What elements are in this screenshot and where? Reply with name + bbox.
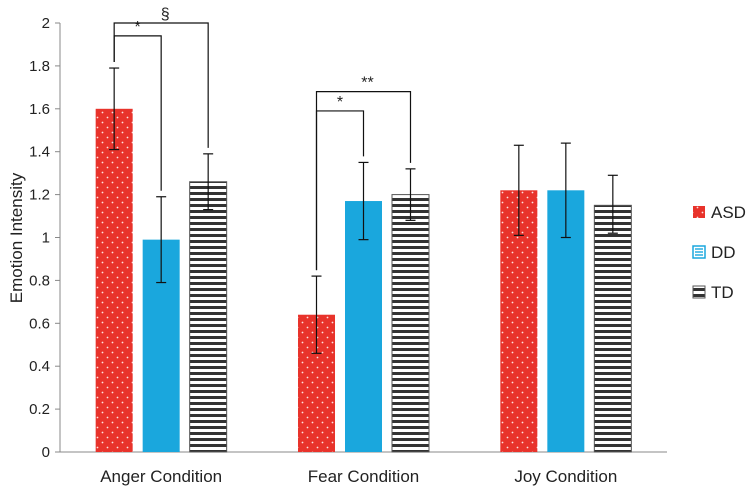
bar-dd [345,201,382,452]
error-bars [109,67,618,354]
legend-swatch-td [692,285,706,299]
significance-bracket [315,91,412,271]
y-tick-label: 0 [42,444,50,461]
bars [95,108,632,453]
y-tick-label: 0.8 [29,272,50,289]
bar-td [593,204,632,453]
legend: ASD DD TD [692,203,746,302]
y-axis-title: Emotion Intensity [7,172,26,303]
y-tick-label: 1 [42,230,50,247]
significance-label: ** [361,75,373,92]
legend-label-dd: DD [711,243,736,262]
legend-label-td: TD [711,283,734,302]
y-tick-label: 0.6 [29,315,50,332]
y-axis: 0 0.2 0.4 0.6 0.8 1 1.2 1.4 1.6 1.8 2 [29,15,61,461]
significance-label: * [337,94,343,111]
significance-brackets: *§*** [113,6,412,271]
y-tick-label: 1.4 [29,144,50,161]
significance-bracket [113,22,209,148]
legend-swatch-asd [693,206,705,218]
x-category-label: Fear Condition [308,467,420,486]
x-category-label: Joy Condition [514,467,617,486]
bar-asd [95,108,133,453]
y-tick-label: 1.8 [29,58,50,75]
y-tick-label: 1.6 [29,101,50,118]
significance-label: * [135,19,141,36]
y-tick-label: 1.2 [29,187,50,204]
legend-label-asd: ASD [711,203,746,222]
significance-label: § [161,6,170,23]
y-tick-label: 2 [42,15,50,32]
x-category-label: Anger Condition [100,467,222,486]
y-tick-label: 0.4 [29,358,50,375]
bar-td [189,181,228,453]
x-axis: Anger Condition Fear Condition Joy Conditi… [60,451,667,486]
bar-td [391,194,430,453]
y-tick-label: 0.2 [29,401,50,418]
